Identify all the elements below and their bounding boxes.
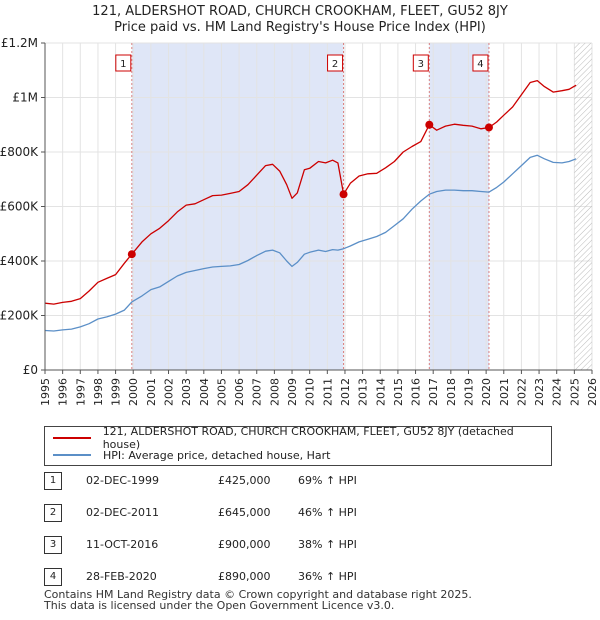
series-line-hpi — [44, 154, 577, 332]
x-tick-label: 2023 — [533, 378, 546, 406]
y-tick-label: £800K — [0, 145, 39, 159]
x-tick-label: 2004 — [198, 378, 211, 406]
row-badge: 4 — [44, 568, 62, 586]
row-date: 02-DEC-2011 — [86, 506, 160, 519]
row-price: £645,000 — [218, 506, 271, 519]
x-tick-label: 2021 — [498, 378, 511, 406]
x-tick-label: 2012 — [339, 378, 352, 406]
x-tick-label: 2007 — [251, 378, 264, 406]
transaction-marker-label: 1 — [120, 59, 126, 70]
x-tick-label: 2003 — [180, 378, 193, 406]
x-tick-label: 2020 — [480, 378, 493, 406]
transaction-marker-label: 2 — [332, 59, 338, 70]
transaction-marker-label: 3 — [418, 59, 424, 70]
x-tick-label: 1997 — [74, 378, 87, 406]
x-tick-label: 2025 — [568, 378, 581, 406]
x-tick-label: 2024 — [551, 378, 564, 406]
transaction-marker-box — [472, 54, 489, 72]
x-tick-label: 1999 — [110, 378, 123, 406]
x-tick-label: 1998 — [92, 378, 105, 406]
x-tick-label: 2010 — [304, 378, 317, 406]
chart-subtitle: Price paid vs. HM Land Registry's House … — [114, 20, 486, 35]
row-badge: 2 — [44, 504, 62, 522]
row-date: 02-DEC-1999 — [86, 474, 160, 487]
row-hpi: 46% ↑ HPI — [298, 506, 357, 519]
chart-title: 121, ALDERSHOT ROAD, CHURCH CROOKHAM, FL… — [92, 4, 508, 19]
x-tick-label: 2014 — [374, 378, 387, 406]
legend-label-property: 121, ALDERSHOT ROAD, CHURCH CROOKHAM, FL… — [102, 425, 514, 451]
transaction-marker-box — [412, 54, 429, 72]
x-tick-label: 2026 — [586, 378, 599, 406]
x-tick-label: 2005 — [215, 378, 228, 406]
sale-point — [484, 123, 493, 132]
y-tick-label: £0 — [23, 363, 38, 377]
x-tick-label: 2009 — [286, 378, 299, 406]
x-tick-label: 2006 — [233, 378, 246, 406]
transaction-marker-box — [115, 54, 132, 72]
row-date: 11-OCT-2016 — [86, 538, 159, 551]
legend-item-hpi: HPI: Average price, detached house, Hart — [53, 447, 330, 463]
row-hpi: 69% ↑ HPI — [298, 474, 357, 487]
legend-label-hpi: HPI: Average price, detached house, Hart — [103, 448, 331, 462]
row-badge: 3 — [44, 536, 62, 554]
y-tick-label: £1M — [12, 91, 38, 105]
price-chart: 1 2 3 4 £0 £200K £400K £600K £800K £1M £1.2M 1995 1… — [0, 36, 599, 406]
row-hpi: 36% ↑ HPI — [298, 570, 357, 583]
legend-swatch-blue — [53, 454, 91, 456]
x-tick-label: 2017 — [427, 378, 440, 406]
footer-license: This data is licensed under the Open Gov… — [44, 599, 395, 612]
x-tick-label: 2015 — [392, 378, 405, 406]
x-tick-label: 2000 — [127, 378, 140, 406]
row-hpi: 38% ↑ HPI — [298, 538, 357, 551]
x-tick-label: 2008 — [268, 378, 281, 406]
chart-legend: 121, ALDERSHOT ROAD, CHURCH CROOKHAM, FL… — [44, 425, 552, 466]
sale-point — [127, 250, 136, 259]
table-row: 4 28-FEB-2020 £890,000 36% ↑ HPI — [44, 568, 564, 588]
sale-point — [425, 120, 434, 129]
future-hatch — [574, 43, 592, 370]
row-price: £900,000 — [218, 538, 271, 551]
y-tick-label: £400K — [0, 254, 39, 268]
footer: Contains HM Land Registry data © Crown c… — [44, 589, 472, 611]
x-tick-label: 1995 — [39, 378, 52, 406]
x-tick-label: 1996 — [57, 378, 70, 406]
table-row: 3 11-OCT-2016 £900,000 38% ↑ HPI — [44, 536, 564, 556]
x-tick-label: 2018 — [445, 378, 458, 406]
x-tick-label: 2002 — [163, 378, 176, 406]
y-tick-label: £200K — [0, 309, 39, 323]
sale-point — [339, 190, 348, 199]
y-tick-label: £1.2M — [1, 36, 38, 50]
legend-swatch-red — [53, 437, 91, 439]
x-tick-label: 2022 — [515, 378, 528, 406]
x-tick-label: 2011 — [321, 378, 334, 406]
row-price: £890,000 — [218, 570, 271, 583]
footer-copyright: Contains HM Land Registry data © Crown c… — [44, 588, 472, 601]
table-row: 2 02-DEC-2011 £645,000 46% ↑ HPI — [44, 504, 564, 524]
legend-item-property: 121, ALDERSHOT ROAD, CHURCH CROOKHAM, FL… — [53, 425, 551, 451]
x-tick-label: 2016 — [410, 378, 423, 406]
transaction-marker-box — [327, 54, 344, 72]
row-badge: 1 — [44, 472, 62, 490]
table-row: 1 02-DEC-1999 £425,000 69% ↑ HPI — [44, 472, 564, 492]
transaction-marker-label: 4 — [477, 59, 483, 70]
y-tick-label: £600K — [0, 200, 39, 214]
x-tick-label: 2013 — [357, 378, 370, 406]
row-price: £425,000 — [218, 474, 271, 487]
x-tick-label: 2001 — [145, 378, 158, 406]
row-date: 28-FEB-2020 — [86, 570, 157, 583]
x-tick-label: 2019 — [462, 378, 475, 406]
